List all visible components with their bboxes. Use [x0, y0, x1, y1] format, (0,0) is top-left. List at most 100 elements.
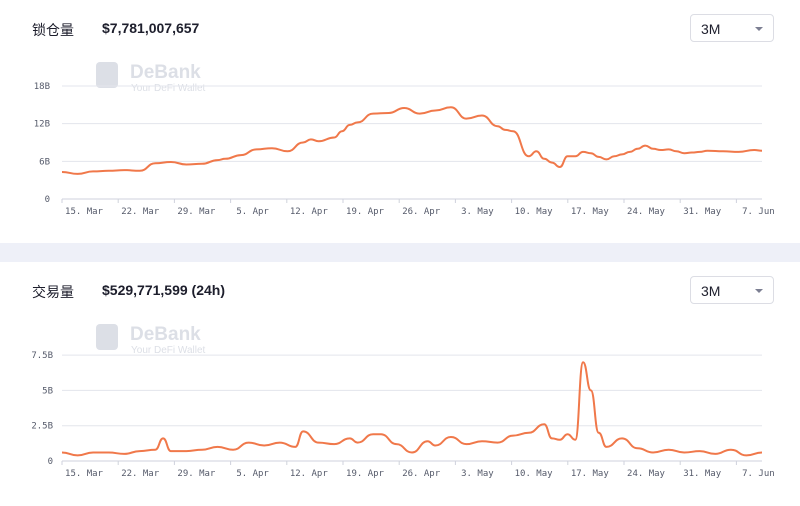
- data-point: [123, 453, 125, 455]
- x-tick-label: 17. May: [571, 207, 610, 217]
- data-point: [691, 152, 693, 154]
- data-point: [139, 450, 141, 452]
- data-point: [629, 151, 631, 153]
- data-point: [271, 147, 273, 149]
- data-point: [466, 118, 468, 120]
- data-point: [162, 438, 164, 440]
- data-point: [256, 149, 258, 151]
- data-point: [318, 140, 320, 142]
- data-point: [450, 107, 452, 109]
- data-point: [302, 142, 304, 144]
- y-tick-label: 6B: [39, 157, 50, 167]
- data-point: [590, 390, 592, 392]
- x-tick-label: 7. Jun: [742, 207, 775, 217]
- data-point: [302, 431, 304, 433]
- data-point: [388, 112, 390, 114]
- data-point: [606, 159, 608, 161]
- data-point: [295, 446, 297, 448]
- data-point: [761, 150, 763, 152]
- data-point: [730, 449, 732, 451]
- data-point: [668, 449, 670, 451]
- data-point: [699, 450, 701, 452]
- x-tick-label: 19. Apr: [346, 469, 385, 479]
- data-point: [543, 158, 545, 160]
- data-point: [435, 445, 437, 447]
- x-tick-label: 3. May: [461, 207, 494, 217]
- data-point: [123, 169, 125, 171]
- x-tick-label: 15. Mar: [65, 469, 104, 479]
- data-point: [559, 166, 561, 168]
- data-point: [450, 436, 452, 438]
- data-point: [575, 156, 577, 158]
- x-tick-label: 31. May: [683, 469, 722, 479]
- data-point: [155, 162, 157, 164]
- chevron-down-icon: [755, 289, 763, 293]
- data-point: [217, 159, 219, 161]
- data-point: [512, 130, 514, 132]
- data-point: [481, 440, 483, 442]
- data-point: [551, 438, 553, 440]
- data-point: [676, 150, 678, 152]
- watermark-tagline: Your DeFi Wallet: [131, 345, 206, 356]
- tvl-range-label: 3M: [701, 21, 721, 37]
- data-point: [108, 170, 110, 172]
- data-point: [396, 443, 398, 445]
- watermark-name: DeBank: [130, 324, 201, 345]
- data-point: [582, 151, 584, 153]
- data-point: [567, 156, 569, 158]
- data-point: [186, 450, 188, 452]
- data-point: [567, 433, 569, 435]
- data-point: [637, 148, 639, 150]
- data-point: [349, 438, 351, 440]
- data-point: [411, 452, 413, 454]
- x-tick-label: 5. Apr: [236, 207, 269, 217]
- volume-panel: 交易量 $529,771,599 (24h) 3M DeBank Your DeF…: [0, 262, 800, 506]
- watermark-name: DeBank: [130, 62, 201, 83]
- data-point: [466, 443, 468, 445]
- x-tick-label: 31. May: [683, 207, 722, 217]
- debank-logo-icon: [96, 324, 118, 350]
- x-tick-label: 22. Mar: [121, 207, 160, 217]
- data-point: [621, 154, 623, 156]
- x-tick-label: 26. Apr: [402, 469, 441, 479]
- volume-title: 交易量: [32, 285, 74, 301]
- x-tick-label: 19. Apr: [346, 207, 385, 217]
- data-point: [61, 171, 63, 173]
- data-point: [108, 452, 110, 454]
- data-point: [341, 130, 343, 132]
- data-point: [155, 449, 157, 451]
- x-tick-label: 12. Apr: [290, 469, 329, 479]
- x-tick-label: 24. May: [627, 207, 666, 217]
- data-point: [232, 449, 234, 451]
- watermark-tagline: Your DeFi Wallet: [131, 83, 206, 94]
- data-point: [92, 452, 94, 454]
- tvl-range-select[interactable]: 3M: [690, 14, 774, 42]
- data-point: [668, 149, 670, 151]
- data-point: [660, 149, 662, 151]
- x-tick-label: 12. Apr: [290, 207, 329, 217]
- data-point: [435, 110, 437, 112]
- data-point: [738, 151, 740, 153]
- data-point: [753, 149, 755, 151]
- data-point: [512, 435, 514, 437]
- data-point: [77, 455, 79, 457]
- volume-value: $529,771,599 (24h): [102, 282, 225, 298]
- tvl-value: $7,781,007,657: [102, 20, 200, 36]
- data-point: [333, 443, 335, 445]
- debank-logo-icon: [96, 62, 118, 88]
- data-point: [279, 442, 281, 444]
- x-tick-label: 3. May: [461, 469, 494, 479]
- data-point: [621, 438, 623, 440]
- data-point: [543, 423, 545, 425]
- data-point: [528, 432, 530, 434]
- volume-range-select[interactable]: 3M: [690, 276, 774, 304]
- data-point: [77, 173, 79, 175]
- data-point: [528, 156, 530, 158]
- tvl-title: 锁仓量: [32, 23, 74, 39]
- x-tick-label: 5. Apr: [236, 469, 269, 479]
- data-point: [287, 150, 289, 152]
- data-point: [637, 447, 639, 449]
